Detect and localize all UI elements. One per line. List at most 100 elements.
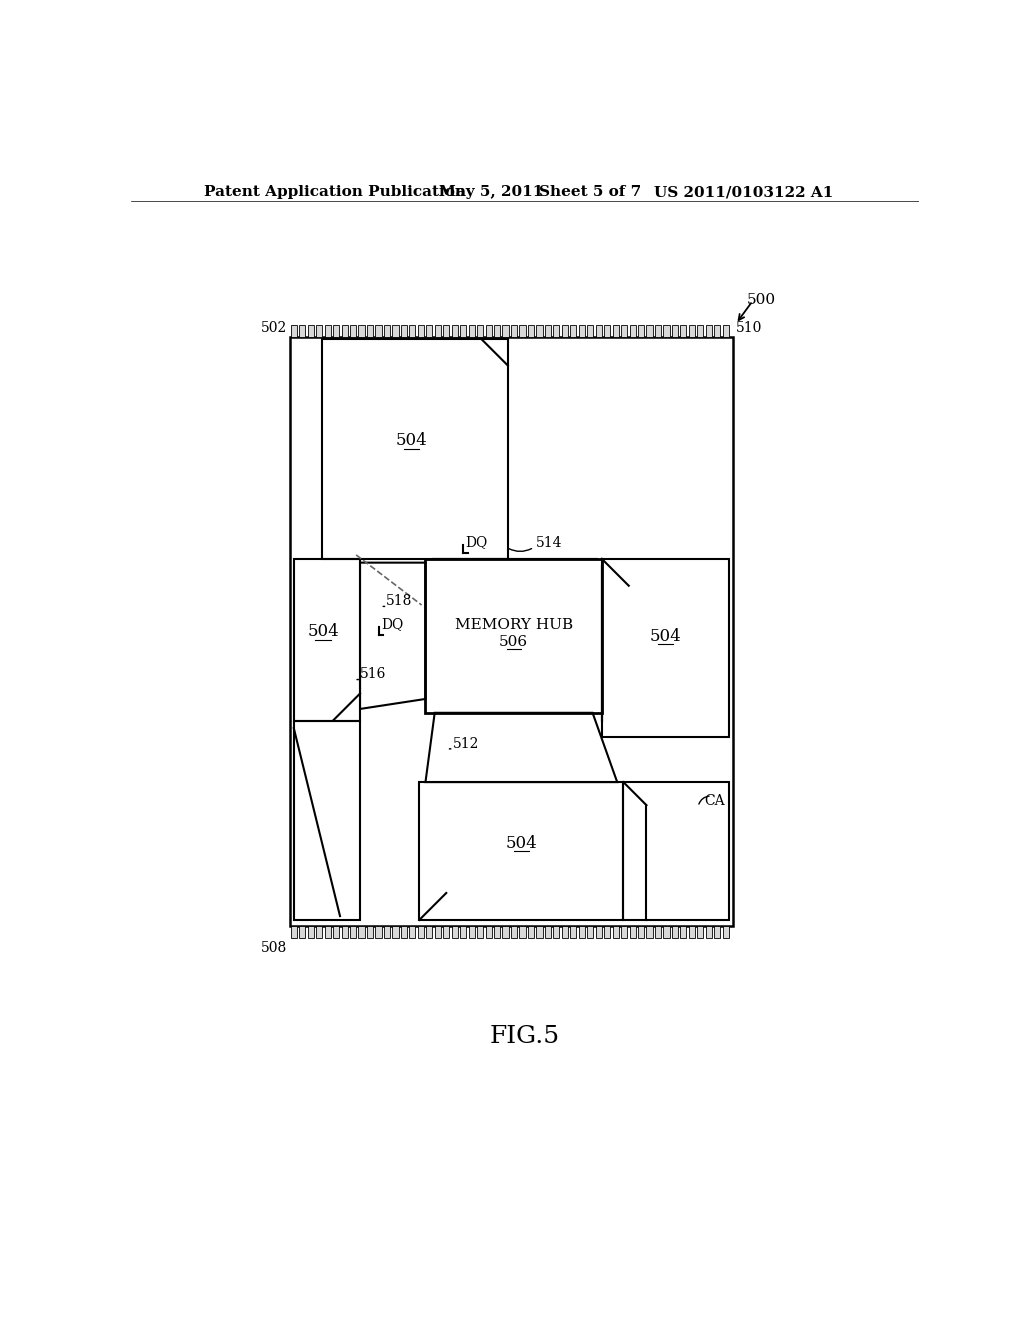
Bar [294, 721, 360, 920]
Text: 504: 504 [506, 834, 538, 851]
Bar [367, 325, 373, 337]
Bar [545, 325, 551, 337]
Bar [596, 927, 602, 939]
Bar [723, 927, 729, 939]
Bar [714, 325, 720, 337]
Bar [621, 927, 628, 939]
Bar [316, 927, 323, 939]
Bar [435, 325, 441, 337]
Bar [443, 325, 450, 337]
Bar [680, 325, 686, 337]
Bar [697, 927, 703, 939]
Bar [294, 558, 360, 721]
Bar [384, 325, 390, 337]
Bar [672, 325, 678, 337]
Bar [418, 927, 424, 939]
Bar [299, 325, 305, 337]
Text: 510: 510 [736, 322, 762, 335]
Text: CA: CA [705, 793, 725, 808]
Bar [400, 927, 407, 939]
Bar [602, 558, 729, 738]
Bar [426, 325, 432, 337]
Bar [519, 325, 525, 337]
Bar [410, 325, 416, 337]
Bar [624, 781, 729, 920]
Bar [579, 927, 585, 939]
Bar [418, 325, 424, 337]
Bar [689, 325, 695, 337]
Bar [333, 927, 339, 939]
Bar [714, 927, 720, 939]
Text: Patent Application Publication: Patent Application Publication [204, 185, 466, 199]
Bar [342, 325, 348, 337]
Bar [400, 325, 407, 337]
Text: DQ: DQ [381, 618, 403, 631]
Bar [426, 927, 432, 939]
Bar [706, 927, 712, 939]
Text: 504: 504 [395, 433, 427, 450]
Bar [655, 325, 662, 337]
Text: May 5, 2011: May 5, 2011 [438, 185, 543, 199]
Bar [333, 325, 339, 337]
Bar [290, 337, 733, 927]
Bar [435, 927, 441, 939]
Bar [537, 927, 543, 939]
Bar [494, 325, 500, 337]
Bar [469, 927, 475, 939]
Bar [494, 927, 500, 939]
Bar [392, 927, 398, 939]
Bar [630, 325, 636, 337]
Bar [503, 325, 509, 337]
Bar [706, 325, 712, 337]
Bar [646, 927, 652, 939]
Text: US 2011/0103122 A1: US 2011/0103122 A1 [654, 185, 834, 199]
Bar [323, 339, 508, 558]
Bar [587, 325, 593, 337]
Bar [325, 927, 331, 939]
Bar [638, 325, 644, 337]
Bar [485, 325, 492, 337]
Bar [460, 927, 466, 939]
Bar [519, 927, 525, 939]
Bar [630, 927, 636, 939]
Bar [425, 558, 602, 713]
Bar [477, 325, 483, 337]
Bar [689, 927, 695, 939]
Bar [562, 927, 568, 939]
Bar [545, 927, 551, 939]
Bar [367, 927, 373, 939]
Bar [452, 927, 458, 939]
Bar [410, 927, 416, 939]
Bar [325, 325, 331, 337]
Bar [528, 325, 535, 337]
Bar [697, 325, 703, 337]
Bar [460, 325, 466, 337]
Bar [646, 325, 652, 337]
Text: 508: 508 [261, 941, 287, 956]
Bar [528, 927, 535, 939]
Bar [587, 927, 593, 939]
Bar [655, 927, 662, 939]
Bar [384, 927, 390, 939]
Bar [553, 325, 559, 337]
Bar [723, 325, 729, 337]
Bar [299, 927, 305, 939]
Text: MEMORY HUB: MEMORY HUB [455, 618, 572, 632]
Bar [350, 325, 356, 337]
Bar [307, 325, 313, 337]
Text: 518: 518 [386, 594, 413, 609]
Bar [291, 325, 297, 337]
Bar [612, 927, 618, 939]
Bar [562, 325, 568, 337]
Bar [392, 325, 398, 337]
Bar [537, 325, 543, 337]
Bar [664, 927, 670, 939]
Text: 514: 514 [537, 536, 563, 550]
Bar [503, 927, 509, 939]
Bar [316, 325, 323, 337]
Bar [477, 927, 483, 939]
Text: DQ: DQ [466, 535, 487, 549]
Text: 502: 502 [261, 322, 287, 335]
Bar [358, 325, 365, 337]
Text: 500: 500 [746, 293, 776, 308]
